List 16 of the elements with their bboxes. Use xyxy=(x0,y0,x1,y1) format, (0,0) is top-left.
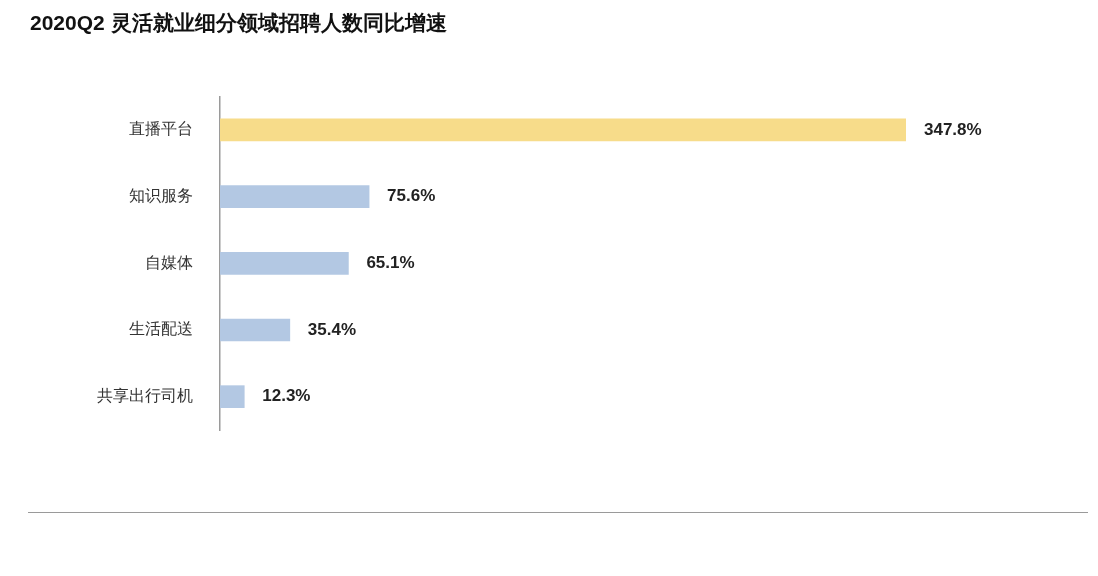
data-label: 75.6% xyxy=(387,186,436,206)
bar xyxy=(220,251,349,275)
bar xyxy=(220,185,370,208)
y-tick-label: 知识服务 xyxy=(129,187,193,205)
data-label: 35.4% xyxy=(307,319,357,339)
data-label: 347.8% xyxy=(924,119,982,139)
data-label: 65.1% xyxy=(366,252,415,272)
y-tick-label: 生活配送 xyxy=(129,320,193,338)
bar xyxy=(220,385,245,408)
y-tick-label: 直播平台 xyxy=(129,120,193,138)
y-tick-label: 自媒体 xyxy=(145,253,193,271)
bar xyxy=(220,318,291,342)
y-tick-label: 共享出行司机 xyxy=(97,387,193,405)
bar xyxy=(220,118,906,142)
chart-title: 2020Q2 灵活就业细分领域招聘人数同比增速 xyxy=(30,10,447,36)
data-label: 12.3% xyxy=(262,386,311,406)
